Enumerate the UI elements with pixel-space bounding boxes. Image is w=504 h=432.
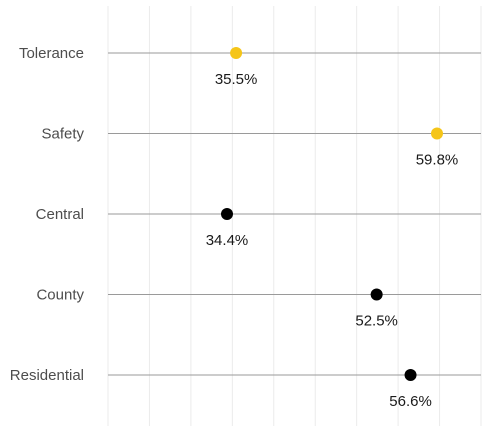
category-label-tolerance: Tolerance — [19, 45, 84, 62]
data-point-safety — [431, 127, 443, 140]
data-points — [221, 47, 443, 381]
data-point-county — [370, 288, 383, 301]
gridlines — [107, 6, 482, 426]
category-lines — [108, 52, 481, 376]
category-label-safety: Safety — [41, 126, 84, 143]
category-label-central: Central — [36, 206, 84, 223]
category-label-residential: Residential — [10, 367, 84, 384]
value-labels: 35.5% 59.8% 34.4% 52.5% 56.6% — [206, 71, 459, 410]
data-point-tolerance — [230, 47, 243, 59]
value-label-central: 34.4% — [206, 232, 249, 249]
category-labels: Tolerance Safety Central County Residential — [10, 45, 85, 384]
value-label-tolerance: 35.5% — [215, 71, 258, 88]
value-label-county: 52.5% — [355, 313, 398, 330]
value-label-residential: 56.6% — [389, 393, 432, 410]
data-point-central — [221, 208, 233, 220]
value-label-safety: 59.8% — [416, 152, 459, 169]
category-label-county: County — [36, 287, 84, 304]
data-point-residential — [404, 369, 417, 381]
